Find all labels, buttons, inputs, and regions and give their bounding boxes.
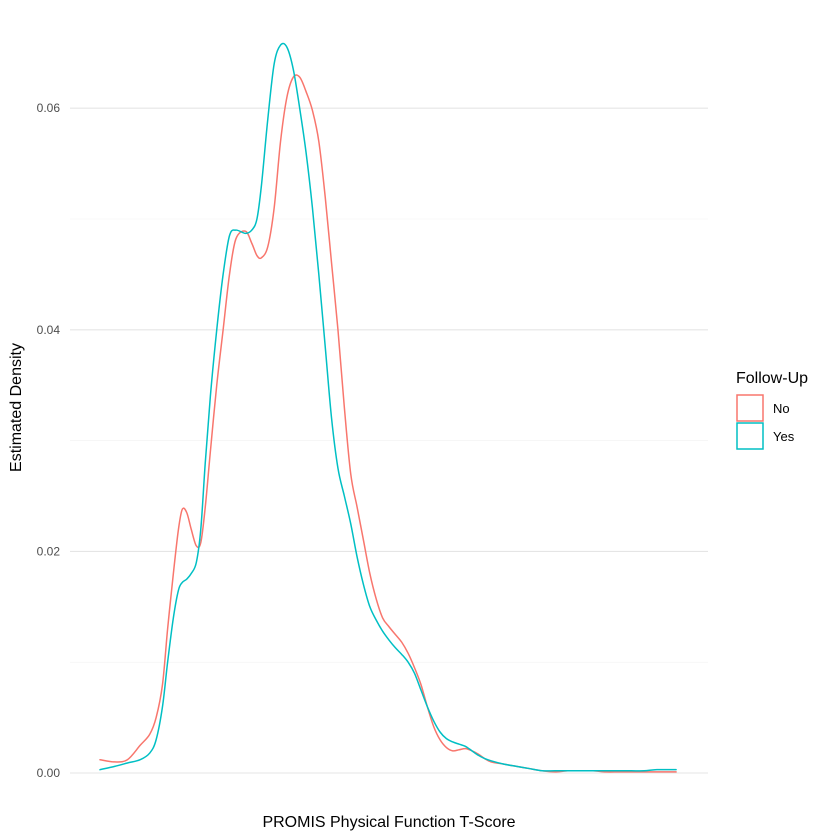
y-tick-label: 0.04 (37, 323, 61, 337)
density-line-no (99, 74, 677, 773)
legend-key-no (736, 394, 764, 422)
x-axis-title: PROMIS Physical Function T-Score (262, 814, 515, 831)
legend-label: No (773, 401, 790, 416)
y-axis-title: Estimated Density (8, 343, 25, 472)
y-tick-label: 0.00 (37, 766, 61, 780)
legend: Follow-Up No Yes (736, 370, 808, 450)
legend-key-yes (736, 422, 764, 450)
legend-item-no: No (736, 394, 790, 422)
legend-item-yes: Yes (736, 422, 795, 450)
series-lines (99, 42, 677, 773)
legend-title: Follow-Up (736, 370, 808, 387)
legend-label: Yes (773, 429, 795, 444)
y-tick-label: 0.02 (37, 544, 61, 558)
y-axis-tick-labels: 0.00 0.02 0.04 0.06 (37, 101, 61, 780)
y-tick-label: 0.06 (37, 101, 61, 115)
density-line-yes (99, 42, 677, 772)
